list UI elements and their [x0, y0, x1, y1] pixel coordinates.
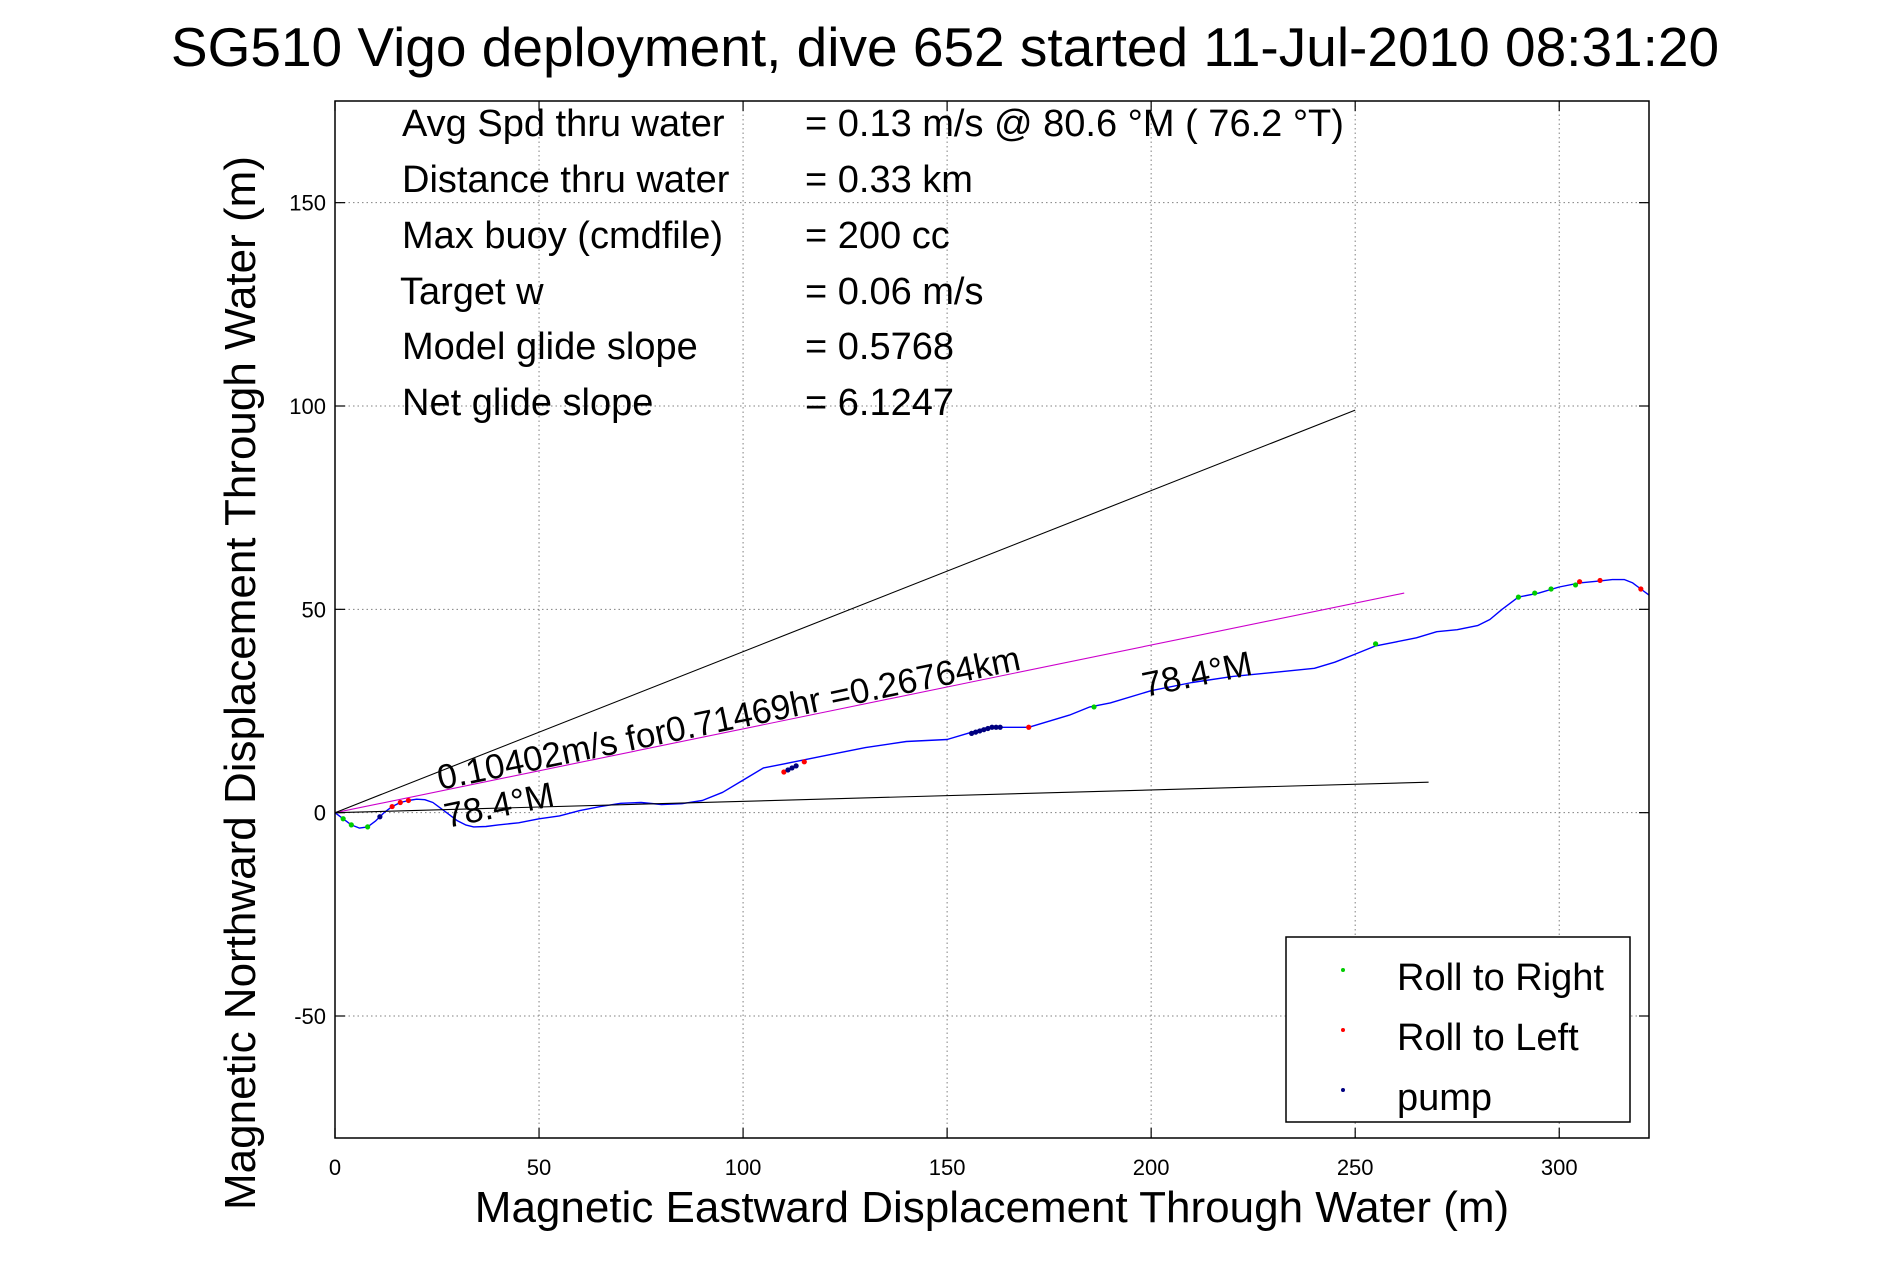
stat-value: = 200 cc: [805, 215, 950, 257]
y-axis-ticks: -50 0 50 100 150: [289, 191, 1649, 1029]
marker-pump: [997, 724, 1003, 730]
marker-left: [801, 759, 807, 765]
marker-right: [1572, 582, 1579, 588]
legend-marker-pump: [1341, 1088, 1345, 1092]
legend-label-pump: pump: [1397, 1077, 1492, 1119]
x-axis-label: Magnetic Eastward Displacement Through W…: [475, 1183, 1509, 1232]
marker-left: [389, 803, 395, 810]
marker-left: [781, 769, 787, 775]
marker-pump: [785, 767, 791, 773]
stat-label: Avg Spd thru water: [402, 103, 725, 145]
x-tick-label: 100: [725, 1155, 762, 1180]
stat-value: = 0.33 km: [805, 159, 973, 201]
stat-label: Target w: [400, 271, 544, 313]
y-tick-label: 0: [314, 801, 326, 826]
y-tick-label: -50: [294, 1004, 326, 1029]
plot-frame: [334, 100, 1650, 1139]
marker-right: [1091, 704, 1097, 710]
lower-reference-line: [334, 781, 1429, 814]
marker-layer: [340, 577, 1644, 830]
legend-marker-roll-right: [1341, 968, 1345, 972]
marker-right: [1548, 586, 1554, 592]
marker-right: [340, 816, 346, 822]
stat-value: = 6.1247: [805, 382, 954, 424]
marker-pump: [973, 729, 979, 735]
series-layer: [334, 409, 1650, 829]
marker-pump: [793, 763, 799, 769]
x-tick-label: 250: [1337, 1155, 1374, 1180]
upper-reference-line: [334, 409, 1356, 814]
marker-left: [1638, 586, 1644, 592]
marker-left: [1026, 724, 1032, 730]
marker-left: [397, 799, 403, 806]
marker-right: [1515, 594, 1522, 600]
marker-pump: [985, 725, 991, 732]
marker-pump: [377, 814, 383, 820]
stat-value: = 0.13 m/s @ 80.6 °M ( 76.2 °T): [805, 103, 1344, 145]
x-tick-label: 150: [929, 1155, 966, 1180]
heading-line-magenta: [334, 592, 1405, 814]
legend-marker-roll-left: [1341, 1028, 1345, 1032]
x-tick-label: 300: [1541, 1155, 1578, 1180]
marker-left: [1577, 579, 1583, 585]
legend-label-roll-right: Roll to Right: [1397, 957, 1604, 999]
x-tick-label: 200: [1133, 1155, 1170, 1180]
plot-area: 0 50 100 150 200 250 300 -50 0 50 100 150: [289, 100, 1650, 1180]
stats-block: Avg Spd thru water = 0.13 m/s @ 80.6 °M …: [400, 103, 1344, 424]
marker-right: [348, 822, 354, 828]
y-tick-label: 100: [289, 394, 326, 419]
marker-right: [365, 824, 371, 830]
stat-label: Model glide slope: [402, 326, 698, 368]
marker-pump: [993, 724, 999, 730]
marker-left: [405, 797, 412, 804]
y-tick-label: 150: [289, 191, 326, 216]
y-tick-label: 50: [302, 597, 326, 622]
stat-label: Net glide slope: [402, 382, 653, 424]
marker-pump: [989, 724, 995, 730]
x-tick-label: 0: [329, 1155, 341, 1180]
stat-label: Max buoy (cmdfile): [402, 215, 723, 257]
marker-pump: [789, 765, 795, 771]
legend-label-roll-left: Roll to Left: [1397, 1017, 1579, 1059]
y-axis-label: Magnetic Northward Displacement Through …: [216, 156, 265, 1210]
marker-right: [1372, 641, 1379, 647]
track-line: [334, 578, 1650, 829]
stat-label: Distance thru water: [402, 159, 730, 201]
x-axis-ticks: 0 50 100 150 200 250 300: [329, 101, 1578, 1180]
marker-pump: [977, 728, 983, 734]
marker-pump: [968, 730, 975, 736]
chart-title: SG510 Vigo deployment, dive 652 started …: [171, 16, 1719, 78]
stat-value: = 0.5768: [805, 326, 954, 368]
marker-left: [1597, 577, 1603, 584]
marker-pump: [981, 727, 987, 733]
legend: Roll to Right Roll to Left pump: [1285, 936, 1631, 1123]
marker-right: [1532, 590, 1538, 596]
stat-value: = 0.06 m/s: [805, 271, 983, 313]
x-tick-label: 50: [527, 1155, 551, 1180]
